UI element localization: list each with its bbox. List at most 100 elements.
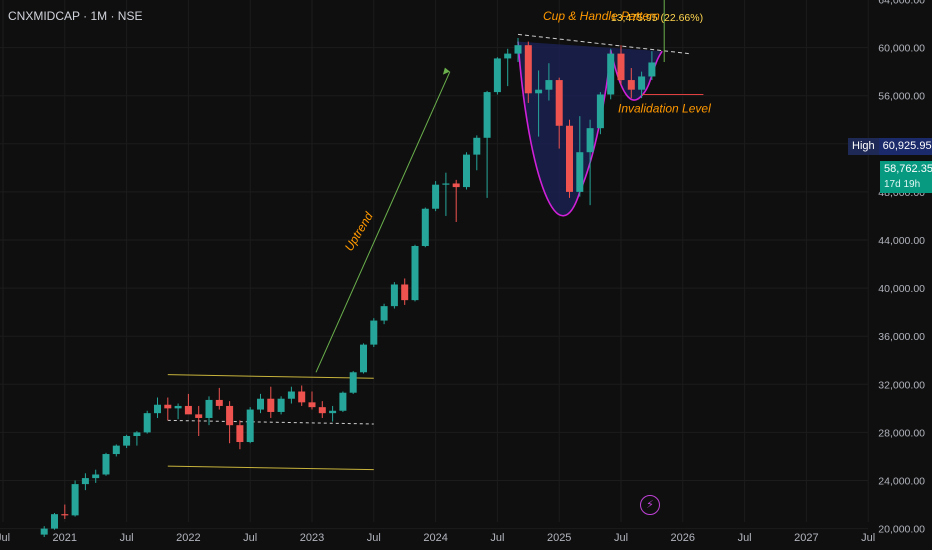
time-tick-label: 2023 bbox=[300, 532, 324, 544]
candle-body bbox=[349, 372, 357, 393]
candle-body bbox=[607, 53, 615, 95]
candle-body bbox=[164, 404, 172, 409]
move-size-label: 13,475.95 (22.66%) bbox=[611, 12, 703, 24]
candle-body bbox=[638, 76, 646, 90]
last-price-value: 58,762.35 bbox=[884, 163, 932, 175]
price-tick-label: 60,000.00 bbox=[878, 43, 925, 55]
candle-body bbox=[318, 407, 326, 414]
candle-body bbox=[236, 425, 244, 443]
candle-body bbox=[586, 128, 594, 153]
invalidation-label: Invalidation Level bbox=[618, 102, 711, 116]
price-tick-label: 24,000.00 bbox=[878, 476, 925, 488]
high-value: 60,925.95 bbox=[878, 138, 932, 155]
candle-body bbox=[71, 484, 79, 516]
last-price-badge: 58,762.35 17d 19h bbox=[880, 161, 932, 193]
neckline bbox=[517, 33, 689, 55]
candle-body bbox=[576, 152, 584, 192]
candle-body bbox=[514, 45, 522, 54]
uptrend-arrowhead bbox=[442, 67, 450, 75]
price-tick-label: 40,000.00 bbox=[878, 283, 925, 295]
time-tick-label: 2022 bbox=[176, 532, 200, 544]
candle-body bbox=[308, 402, 316, 408]
candle-body bbox=[380, 306, 388, 321]
candle-body bbox=[463, 154, 470, 188]
price-tick-label: 36,000.00 bbox=[878, 331, 925, 343]
candle-body bbox=[493, 58, 501, 93]
candle-body bbox=[535, 89, 543, 94]
candle-body bbox=[483, 92, 491, 138]
candle-body bbox=[627, 80, 635, 90]
candle-body bbox=[504, 53, 512, 59]
uptrend-label: Uptrend bbox=[342, 209, 376, 253]
candle-body bbox=[473, 137, 481, 155]
candle-body bbox=[92, 474, 100, 479]
time-tick-label: Jul bbox=[738, 532, 752, 544]
candle-body bbox=[195, 414, 203, 418]
candle-body bbox=[360, 344, 367, 373]
candle-body bbox=[432, 184, 440, 209]
candle-body bbox=[246, 409, 254, 443]
time-tick-label: Jul bbox=[614, 532, 628, 544]
channel-bottom-line bbox=[167, 465, 374, 471]
price-tick-label: 64,000.00 bbox=[878, 0, 925, 7]
time-tick-label: 2021 bbox=[53, 532, 77, 544]
candle-body bbox=[123, 436, 131, 446]
candle-body bbox=[102, 454, 110, 475]
candle-body bbox=[401, 284, 409, 301]
candle-countdown: 17d 19h bbox=[884, 179, 921, 190]
price-tick-label: 28,000.00 bbox=[878, 427, 925, 439]
channel-top-line bbox=[167, 374, 374, 379]
price-tick-label: 20,000.00 bbox=[878, 524, 925, 536]
candle-body bbox=[452, 183, 460, 188]
candle-body bbox=[298, 391, 306, 403]
uptrend-arrow bbox=[315, 71, 451, 373]
candle-body bbox=[133, 432, 141, 437]
candle-body bbox=[267, 398, 275, 412]
price-tick-label: 56,000.00 bbox=[878, 91, 925, 103]
candle-body bbox=[545, 80, 553, 90]
candle-body bbox=[339, 392, 347, 411]
candle-body bbox=[184, 405, 192, 415]
candle-body bbox=[215, 399, 223, 406]
price-tick-label: 32,000.00 bbox=[878, 379, 925, 391]
time-tick-label: Jul bbox=[367, 532, 381, 544]
high-price-badge: High 60,925.95 bbox=[848, 138, 932, 155]
time-tick-label: Jul bbox=[490, 532, 504, 544]
candle-body bbox=[81, 478, 89, 485]
candle-body bbox=[226, 405, 234, 426]
candle-body bbox=[524, 45, 532, 94]
candle-body bbox=[257, 398, 264, 410]
candle-body bbox=[277, 398, 285, 412]
price-axis: 76,000.0072,000.0068,000.0064,000.0060,0… bbox=[878, 0, 925, 536]
candle-body bbox=[566, 125, 573, 192]
time-axis: Jul 2021 Jul 2022 Jul 2023 Jul 2024 Jul 2025 Jul 20… bbox=[0, 532, 875, 544]
time-tick-label: Jul bbox=[120, 532, 134, 544]
candles bbox=[40, 37, 656, 538]
candle-body bbox=[143, 413, 151, 433]
time-tick-label: 2026 bbox=[671, 532, 695, 544]
cup-handle-label: Cup & Handle Pattern bbox=[543, 9, 660, 23]
price-tick-label: 44,000.00 bbox=[878, 235, 925, 247]
time-tick-label: 2027 bbox=[794, 532, 818, 544]
chart-grid bbox=[0, 0, 869, 530]
symbol-title[interactable]: CNXMIDCAP · 1M · NSE bbox=[8, 9, 143, 23]
candle-body bbox=[154, 404, 161, 414]
candle-body bbox=[596, 94, 604, 129]
candle-body bbox=[442, 183, 450, 185]
lightning-icon[interactable]: ⚡ bbox=[640, 495, 660, 515]
candle-body bbox=[421, 208, 429, 247]
candle-body bbox=[411, 246, 419, 301]
channel-mid-line bbox=[167, 419, 374, 425]
candle-body bbox=[617, 53, 625, 81]
time-tick-label: Jul bbox=[861, 532, 875, 544]
time-tick-label: 2024 bbox=[423, 532, 447, 544]
candle-body bbox=[390, 284, 398, 307]
time-tick-label: Jul bbox=[0, 532, 10, 544]
candle-body bbox=[287, 391, 295, 399]
cup-curve bbox=[517, 41, 612, 217]
candle-body bbox=[648, 62, 656, 77]
time-tick-label: Jul bbox=[243, 532, 257, 544]
candle-body bbox=[51, 514, 58, 529]
high-label: High bbox=[848, 138, 879, 155]
